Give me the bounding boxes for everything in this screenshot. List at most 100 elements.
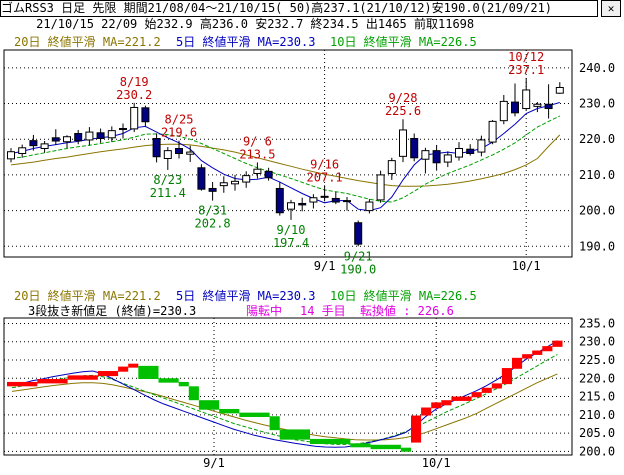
candle-body: [242, 175, 251, 183]
annotation-value: 211.4: [150, 186, 186, 200]
candle-body: [511, 101, 519, 114]
candle-body: [455, 148, 463, 158]
annotation-date: 8/23: [153, 173, 182, 187]
y-tick-label: 215.0: [579, 390, 615, 404]
candle-body: [253, 168, 262, 174]
new-price-bar: [451, 396, 472, 401]
y-tick-label: 230.0: [579, 97, 615, 111]
candle-body: [555, 86, 564, 94]
annotation-date: 10/12: [508, 50, 544, 64]
annotation-date: 8/19: [120, 75, 149, 89]
y-tick-label: 200.0: [579, 444, 615, 458]
legend-ma10-top: 10日 終値平滑 MA=226.5: [330, 34, 477, 49]
candle-body: [499, 100, 508, 122]
close-icon[interactable]: ✕: [601, 0, 621, 17]
new-price-bar: [471, 392, 482, 398]
candle-body: [63, 136, 71, 143]
y-tick-label: 220.0: [579, 371, 615, 385]
x-tick-label: 9/1: [314, 259, 336, 273]
y-tick-label: 210.0: [579, 408, 615, 422]
new-price-bar: [138, 365, 159, 380]
chart-header-line2: 21/10/15 22/09 始232.9 高236.0 安232.7 終234…: [0, 17, 475, 31]
new-price-bar: [441, 400, 452, 406]
new-price-bar: [532, 350, 543, 355]
new-price-bar: [542, 346, 553, 352]
new-price-bar: [128, 363, 139, 368]
candle-body: [51, 137, 60, 142]
candle-body: [421, 150, 430, 160]
new-price-bar: [239, 412, 270, 418]
annotation-date: 9/21: [344, 249, 373, 263]
y-tick-label: 230.0: [579, 335, 615, 349]
candle-body: [197, 167, 206, 190]
y-tick-label: 210.0: [579, 168, 615, 182]
candle-body: [231, 180, 239, 185]
candle-body: [186, 151, 195, 155]
annotation-value: 202.8: [195, 217, 231, 231]
y-tick-label: 200.0: [579, 204, 615, 218]
candle-body: [7, 151, 15, 160]
candle-body: [264, 170, 273, 179]
annotation-value: 230.2: [116, 88, 152, 102]
new-price-bar: [7, 381, 38, 387]
candle-body: [354, 222, 363, 245]
candle-body: [163, 150, 172, 159]
ma5-line: [10, 102, 560, 212]
y-tick-label: 205.0: [579, 426, 615, 440]
candle-body: [18, 147, 27, 155]
candle-body: [477, 139, 486, 153]
legend-ma10-bottom: 10日 終値平滑 MA=226.5: [330, 288, 477, 303]
annotation-value: 219.6: [161, 126, 197, 140]
candle-body: [175, 148, 183, 154]
new-price-bar: [501, 368, 512, 385]
new-price-bar: [421, 407, 432, 416]
candle-body: [488, 120, 497, 143]
candle-body: [85, 131, 94, 141]
new-price-bar: [178, 381, 189, 387]
candle-body: [544, 103, 553, 110]
candle-body: [432, 150, 441, 164]
annotation-date: 9/10: [277, 223, 306, 237]
annotation-date: 9/ 6: [243, 134, 272, 148]
y-tick-label: 190.0: [579, 239, 615, 253]
candle-body: [141, 107, 150, 123]
candle-body: [152, 138, 161, 158]
annotation-value: 237.1: [508, 63, 544, 77]
candle-body: [119, 128, 127, 131]
new-price-bar: [219, 408, 240, 414]
y-tick-label: 235.0: [579, 316, 615, 330]
candle-body: [522, 89, 531, 110]
annotation-value: 225.6: [385, 104, 421, 118]
new-price-bar: [370, 444, 401, 450]
candle-body: [29, 140, 38, 147]
new-price-bar: [400, 447, 411, 452]
new-price-bar: [118, 366, 129, 372]
new-price-bar: [491, 383, 502, 389]
new-price-bar: [67, 375, 98, 380]
new-price-bar: [279, 429, 310, 440]
new-price-bar: [411, 415, 422, 443]
candle-body: [275, 187, 284, 214]
candle-body: [343, 200, 351, 203]
y-tick-label: 240.0: [579, 61, 615, 75]
annotation-date: 8/25: [165, 113, 194, 127]
legend-ma20-top: 20日 終値平滑 MA=221.2: [14, 34, 161, 49]
annotation-value: 190.0: [340, 262, 376, 276]
ma10-line: [10, 115, 561, 203]
candle-body: [399, 129, 407, 157]
x-tick-label: 9/1: [203, 456, 225, 470]
annotation-date: 9/16: [310, 157, 339, 171]
candle-body: [410, 138, 419, 159]
new-price-bar: [431, 402, 442, 409]
new-price-bar: [269, 416, 280, 431]
legend-ma5-top: 5日 終値平滑 MA=230.3: [176, 34, 315, 49]
candle-body: [107, 130, 116, 139]
x-tick-label: 10/1: [512, 259, 541, 273]
kagi-turn-value: 転換値 : 226.6: [360, 303, 454, 318]
candle-body: [40, 143, 49, 150]
candle-body: [208, 187, 217, 192]
kagi-count: 14 手目: [300, 304, 346, 318]
new-price-bar: [97, 370, 119, 377]
candle-body: [298, 202, 307, 206]
